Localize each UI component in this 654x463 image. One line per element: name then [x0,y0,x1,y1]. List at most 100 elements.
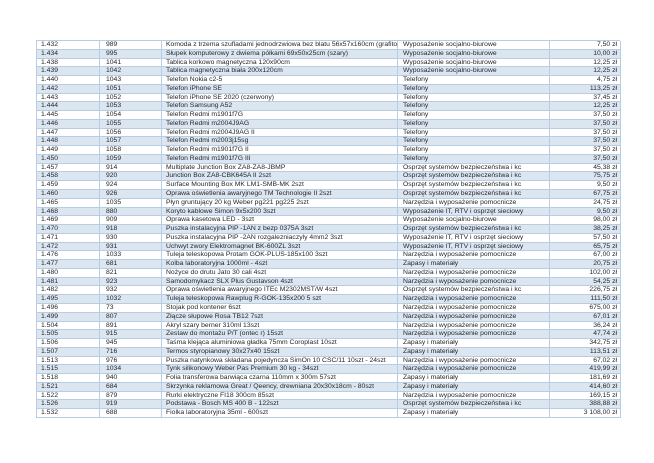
item-id-cell: 1.499 [37,312,100,322]
item-description-cell: Koryto kablowe Simon 9x5x200 3szt [162,207,398,217]
table-row: 1.482 932 Oprawa oświetlenia awaryjnego … [37,286,621,296]
table-row: 1.472 931 Uchwyt zwory Elektromagnet BK-… [37,242,621,252]
item-price-cell: 67,00 zł [550,251,621,261]
item-category-cell: Osprzęt systemów bezpieczeństwa i kc [398,225,550,234]
item-description-cell: Słupek komputerowy z dwiema półkami 69x5… [162,49,398,59]
item-description-cell: Puszka instalacyjna PIP -1AN z bezp 0375… [162,225,398,234]
table-row: 1.521 684 Skrzynka reklamowa Great / Qee… [37,382,621,392]
table-row: 1.522 879 Rurki elektryczne FI18 300cm 8… [37,391,621,401]
item-description-cell: Multiplate Junction Box ZA8-ZA8-JBMP [162,163,398,173]
item-category-cell: Zapasy i materiały [398,347,550,357]
item-id-cell: 1.439 [37,67,100,77]
table-row: 1.496 73 Stojak pod kontener 6szt Narzęd… [37,303,621,313]
item-id-cell: 1.532 [37,409,100,418]
item-code-cell: 1034 [100,365,162,375]
item-category-cell: Narzędzia i wyposażenie pomocnicze [398,198,550,208]
item-category-cell: Telefony [398,76,550,85]
item-description-cell: Junction Box ZA8-CBK645A II 2szt [162,172,398,182]
item-code-cell: 930 [100,233,162,243]
item-id-cell: 1.445 [37,111,100,120]
item-description-cell: Kolba laboratoryjna 1000ml - 4szt [162,260,398,269]
item-id-cell: 1.522 [37,391,100,401]
item-description-cell: Telefon Redmi m1901f7G III [162,154,398,164]
item-price-cell: 10,00 zł [550,49,621,59]
table-row: 1.450 1059 Telefon Redmi m1901f7G III Te… [37,154,621,164]
item-code-cell: 1041 [100,58,162,68]
table-row: 1.526 919 Podstawa - Bosch MS 400 B - 12… [37,400,621,410]
item-code-cell: 1059 [100,154,162,164]
item-price-cell: 47,74 zł [550,330,621,340]
item-category-cell: Wyposażenie socjalno-biurowe [398,67,550,77]
item-code-cell: 932 [100,286,162,296]
item-id-cell: 1.472 [37,242,100,252]
item-id-cell: 1.468 [37,207,100,217]
item-code-cell: 1058 [100,146,162,155]
item-description-cell: Komoda z trzema szufladami jednodrzwiowa… [162,41,398,50]
table-row: 1.445 1054 Telefon Redmi m1901f7G Telefo… [37,111,621,120]
item-code-cell: 1032 [100,295,162,304]
item-code-cell: 909 [100,216,162,226]
item-price-cell: 12,25 zł [550,102,621,112]
item-description-cell: Taśma klejąca aluminiowa gładka 75mm Cor… [162,339,398,348]
item-price-cell: 67,75 zł [550,190,621,199]
item-code-cell: 1055 [100,119,162,129]
item-category-cell: Wyposażenie IT, RTV i osprzęt sieciowy [398,207,550,217]
item-description-cell: Złącze słupowe Rosa TB12 7szt [162,312,398,322]
item-code-cell: 918 [100,225,162,234]
item-description-cell: Telefon Redmi m2004J9AG II [162,128,398,138]
item-description-cell: Puszka instalacyjna PIP -2AN rozgaleznia… [162,233,398,243]
item-price-cell: 12,25 zł [550,67,621,77]
item-description-cell: Telefon Redmi m2004J9AG [162,119,398,129]
item-price-cell: 37,50 zł [550,146,621,155]
table-row: 1.438 1041 Tablica korkowo magnetyczna 1… [37,58,621,68]
item-code-cell: 880 [100,207,162,217]
item-id-cell: 1.460 [37,190,100,199]
table-row: 1.513 976 Puszka natynkowa składana poje… [37,356,621,366]
item-id-cell: 1.457 [37,163,100,173]
item-code-cell: 1035 [100,198,162,208]
item-id-cell: 1.446 [37,119,100,129]
item-price-cell: 20,75 zł [550,260,621,269]
item-category-cell: Wyposażenie socjalno-biurowe [398,216,550,226]
item-category-cell: Zapasy i materiały [398,339,550,348]
item-description-cell: Oprawa oświetlenia awaryjnego ITEc M2302… [162,286,398,296]
table-row: 1.468 880 Koryto kablowe Simon 9x5x200 3… [37,207,621,217]
table-row: 1.505 915 Zestaw do montażu P/T (ontec r… [37,330,621,340]
item-category-cell: Wyposażenie socjalno-biurowe [398,58,550,68]
table-row: 1.460 926 Oprawa oświetlenia awaryjnego … [37,190,621,199]
table-row: 1.477 681 Kolba laboratoryjna 1000ml - 4… [37,260,621,269]
table-row: 1.506 945 Taśma klejąca aluminiowa gładk… [37,339,621,348]
item-id-cell: 1.470 [37,225,100,234]
table-row: 1.443 1052 Telefon iPhone SE 2020 (czerw… [37,93,621,103]
item-id-cell: 1.506 [37,339,100,348]
item-price-cell: 36,24 zł [550,321,621,331]
item-code-cell: 923 [100,277,162,287]
item-id-cell: 1.449 [37,146,100,155]
item-description-cell: Telefon Redmi m2003j15sg [162,137,398,147]
item-description-cell: Tuleja teleskopowa Rawplug R-GOK-135x200… [162,295,398,304]
item-code-cell: 73 [100,303,162,313]
table-row: 1.499 807 Złącze słupowe Rosa TB12 7szt … [37,312,621,322]
item-id-cell: 1.482 [37,286,100,296]
item-price-cell: 4,75 zł [550,76,621,85]
item-code-cell: 688 [100,409,162,418]
table-row: 1.469 909 Oprawa kasetowa LED - 3szt Wyp… [37,216,621,226]
item-description-cell: Puszka natynkowa składana pojedyncza Sim… [162,356,398,366]
item-category-cell: Telefony [398,137,550,147]
item-price-cell: 37,50 zł [550,154,621,164]
table-row: 1.432 989 Komoda z trzema szufladami jed… [37,41,621,50]
item-description-cell: Rurki elektryczne FI18 300cm 85szt [162,391,398,401]
item-category-cell: Narzędzia i wyposażenie pomocnicze [398,295,550,304]
item-category-cell: Wyposażenie IT, RTV i osprzęt sieciowy [398,242,550,252]
table-row: 1.476 1033 Tuleja teleskopowa Protam GOK… [37,251,621,261]
item-category-cell: Telefony [398,128,550,138]
item-price-cell: 65,75 zł [550,242,621,252]
item-category-cell: Telefony [398,146,550,155]
item-price-cell: 113,25 zł [550,84,621,94]
item-code-cell: 945 [100,339,162,348]
item-code-cell: 940 [100,374,162,383]
item-description-cell: Telefon Nokia c2-5 [162,76,398,85]
table-row: 1.532 688 Fiolka laboratoryjna 35ml - 60… [37,409,621,418]
item-id-cell: 1.450 [37,154,100,164]
table-row: 1.440 1043 Telefon Nokia c2-5 Telefony 4… [37,76,621,85]
